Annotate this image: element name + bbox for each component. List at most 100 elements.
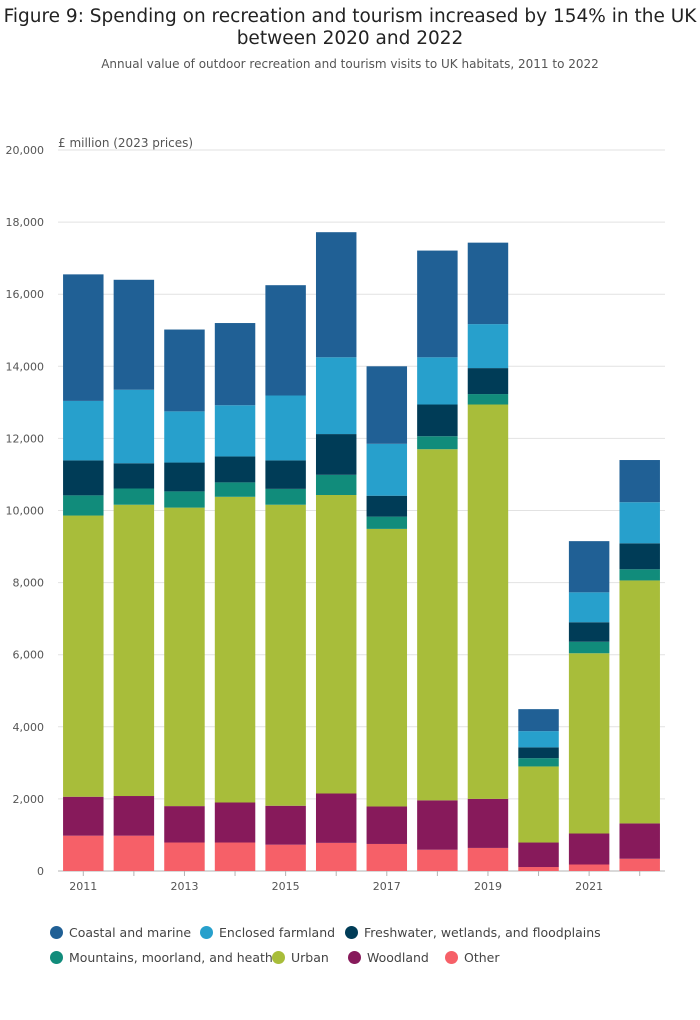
bar-segment[interactable] xyxy=(113,389,155,464)
y-tick-label: 10,000 xyxy=(6,505,45,518)
bar-segment[interactable] xyxy=(417,436,458,450)
bar-segment[interactable] xyxy=(518,842,559,868)
bar-segment[interactable] xyxy=(315,434,357,475)
bar-segment[interactable] xyxy=(214,496,256,803)
bar-segment[interactable] xyxy=(164,462,205,492)
bar-segment[interactable] xyxy=(113,796,155,836)
bar-segment[interactable] xyxy=(467,798,509,848)
legend-item[interactable]: Coastal and marine xyxy=(50,925,191,940)
y-tick-label: 0 xyxy=(37,865,44,878)
bar-segment[interactable] xyxy=(366,516,408,529)
bar-segment[interactable] xyxy=(467,847,509,871)
bar-segment[interactable] xyxy=(518,758,559,767)
bar-segment[interactable] xyxy=(265,844,306,871)
bar-segment[interactable] xyxy=(113,488,155,505)
bar-segment[interactable] xyxy=(315,474,357,495)
bar-segment[interactable] xyxy=(417,449,458,801)
bar-segment[interactable] xyxy=(214,482,256,497)
legend-swatch-icon xyxy=(445,951,458,964)
legend-item[interactable]: Freshwater, wetlands, and floodplains xyxy=(345,925,601,940)
bar-segment[interactable] xyxy=(164,507,205,807)
bar-segment[interactable] xyxy=(164,411,205,463)
bar-segment[interactable] xyxy=(214,405,256,457)
bar-segment[interactable] xyxy=(265,504,306,806)
bar-segment[interactable] xyxy=(467,394,509,405)
bar-segment[interactable] xyxy=(113,835,155,871)
bar-segment[interactable] xyxy=(366,806,408,844)
bar-segment[interactable] xyxy=(518,867,559,871)
bar-segment[interactable] xyxy=(568,653,610,834)
bar-segment[interactable] xyxy=(619,543,660,570)
bar-segment[interactable] xyxy=(265,460,306,489)
bar-segment[interactable] xyxy=(315,495,357,794)
bar-segment[interactable] xyxy=(417,357,458,405)
bar-segment[interactable] xyxy=(63,274,104,401)
bar-segment[interactable] xyxy=(518,766,559,843)
bar-segment[interactable] xyxy=(619,580,660,824)
bar-segment[interactable] xyxy=(214,842,256,871)
bar-segment[interactable] xyxy=(568,541,610,593)
bar-segment[interactable] xyxy=(315,793,357,843)
chart-title: Figure 9: Spending on recreation and tou… xyxy=(3,6,697,49)
bar-segment[interactable] xyxy=(214,323,256,406)
bar-segment[interactable] xyxy=(63,515,104,797)
bar-segment[interactable] xyxy=(164,329,205,412)
legend-item[interactable]: Mountains, moorland, and heath xyxy=(50,950,273,965)
bar-segment[interactable] xyxy=(265,395,306,461)
bar-segment[interactable] xyxy=(366,366,408,444)
bar-segment[interactable] xyxy=(315,842,357,871)
bar-segment[interactable] xyxy=(417,849,458,871)
bar-segment[interactable] xyxy=(164,842,205,871)
bar-segment[interactable] xyxy=(619,823,660,859)
bar-segment[interactable] xyxy=(265,805,306,845)
bar-segment[interactable] xyxy=(518,731,559,748)
bar-segment[interactable] xyxy=(315,232,357,358)
bar-segment[interactable] xyxy=(315,357,357,435)
bar-segment[interactable] xyxy=(366,495,408,517)
bar-segment[interactable] xyxy=(417,404,458,437)
bar-segment[interactable] xyxy=(619,460,660,503)
bar-segment[interactable] xyxy=(467,324,509,369)
legend-item[interactable]: Enclosed farmland xyxy=(200,925,335,940)
bar-segment[interactable] xyxy=(619,858,660,871)
legend-item[interactable]: Urban xyxy=(272,950,329,965)
bar-segment[interactable] xyxy=(164,491,205,508)
legend-swatch-icon xyxy=(50,951,63,964)
y-axis-unit-label: £ million (2023 prices) xyxy=(58,136,193,150)
bar-segment[interactable] xyxy=(214,456,256,483)
bar-segment[interactable] xyxy=(63,796,104,836)
bar-segment[interactable] xyxy=(518,709,559,732)
bar-segment[interactable] xyxy=(214,802,256,843)
bar-segment[interactable] xyxy=(63,495,104,516)
bar-segment[interactable] xyxy=(568,641,610,654)
bar-segment[interactable] xyxy=(417,800,458,850)
legend-item[interactable]: Woodland xyxy=(348,950,429,965)
bar-segment[interactable] xyxy=(619,569,660,581)
bar-segment[interactable] xyxy=(568,592,610,623)
bar-segment[interactable] xyxy=(366,528,408,807)
bar-segment[interactable] xyxy=(164,806,205,843)
bar-segment[interactable] xyxy=(417,250,458,358)
bar-segment[interactable] xyxy=(568,864,610,871)
bar-segment[interactable] xyxy=(265,488,306,505)
x-tick-label: 2019 xyxy=(474,880,502,893)
bar-segment[interactable] xyxy=(113,279,155,390)
bar-segment[interactable] xyxy=(467,368,509,395)
bar-segment[interactable] xyxy=(366,843,408,871)
bar-segment[interactable] xyxy=(467,242,509,325)
bar-segment[interactable] xyxy=(568,833,610,865)
bar-segment[interactable] xyxy=(518,747,559,759)
bar-segment[interactable] xyxy=(265,285,306,396)
legend-item[interactable]: Other xyxy=(445,950,500,965)
bar-segment[interactable] xyxy=(568,622,610,642)
legend-label: Coastal and marine xyxy=(69,925,192,940)
bar-segment[interactable] xyxy=(63,400,104,461)
bar-segment[interactable] xyxy=(63,460,104,496)
legend-label: Other xyxy=(464,950,500,965)
bar-segment[interactable] xyxy=(467,404,509,799)
bar-segment[interactable] xyxy=(619,502,660,544)
bar-segment[interactable] xyxy=(63,835,104,871)
bar-segment[interactable] xyxy=(113,504,155,797)
bar-segment[interactable] xyxy=(113,463,155,489)
bar-segment[interactable] xyxy=(366,443,408,496)
